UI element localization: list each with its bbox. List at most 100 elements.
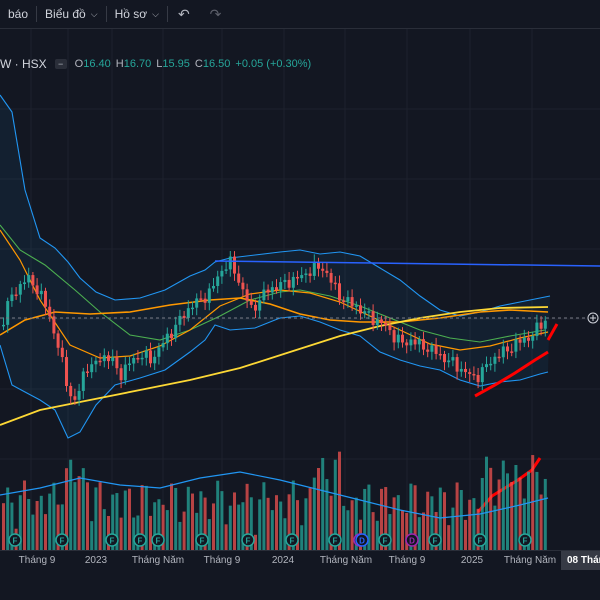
volume-bar: [170, 483, 173, 550]
price-candle: [304, 273, 308, 276]
volume-bar: [140, 485, 144, 550]
redo-icon[interactable]: ↷: [209, 5, 222, 22]
volume-bar: [430, 496, 434, 550]
toolbar-divider: [105, 6, 107, 22]
chevron-down-icon: ⌵: [152, 8, 159, 19]
price-candle: [144, 350, 148, 358]
price-candle: [174, 324, 178, 339]
price-candle: [287, 279, 291, 288]
price-candle: [182, 315, 186, 318]
price-chart[interactable]: FFFFFFFFFDDFDFFF: [0, 29, 600, 550]
volume-bar: [321, 457, 325, 550]
volume-bar: [107, 515, 110, 550]
volume-bar: [501, 460, 505, 550]
price-candle: [186, 308, 190, 318]
price-candle: [6, 301, 10, 325]
price-candle: [123, 364, 127, 381]
bollinger-lower-line: [0, 315, 549, 439]
price-candle: [338, 283, 341, 301]
time-axis[interactable]: Tháng 9 2023 Tháng Năm Tháng 9 2024 Thán…: [0, 550, 600, 571]
symbol-legend: W · HSX − O 16.40 H 16.70 L 15.95 C 16.5…: [0, 55, 316, 73]
volume-bar: [459, 489, 463, 550]
volume-bar: [245, 483, 249, 550]
alerts-button[interactable]: báo: [0, 0, 36, 28]
collapse-legend-icon[interactable]: −: [54, 59, 67, 69]
price-candle: [170, 333, 173, 339]
volume-bar: [10, 502, 14, 550]
price-candle: [31, 275, 35, 286]
price-candle: [501, 346, 505, 358]
crosshair-date-label: 08 Tháng: [561, 551, 600, 570]
volume-bar: [422, 512, 425, 550]
price-candle: [518, 339, 522, 343]
volume-bar: [23, 480, 26, 550]
volume-bar: [39, 495, 43, 550]
price-candle: [10, 294, 14, 302]
price-candle: [18, 284, 22, 295]
volume-bar: [291, 480, 295, 550]
time-axis-label: 2024: [271, 555, 295, 566]
volume-bar: [182, 511, 186, 550]
volume-bar: [375, 520, 379, 550]
volume-bar: [119, 517, 123, 550]
price-candle: [455, 357, 459, 372]
event-marker: [133, 533, 147, 547]
templates-button[interactable]: Hồ sơ ⌵: [107, 0, 167, 28]
volume-bar: [216, 480, 220, 550]
volume-bar: [228, 505, 232, 550]
volume-bar: [527, 471, 530, 550]
volume-bar: [312, 477, 316, 550]
volume-bar: [56, 504, 60, 550]
price-candle: [23, 282, 26, 285]
volume-bar: [308, 488, 312, 550]
volume-bar: [233, 492, 236, 550]
volume-bar: [476, 508, 480, 550]
event-marker: [195, 533, 209, 547]
volume-bar: [472, 498, 476, 550]
volume-bar: [98, 482, 102, 550]
price-candle: [384, 323, 388, 326]
close-value: 16.50: [202, 58, 231, 70]
volume-bar: [241, 502, 245, 550]
price-candle: [405, 342, 409, 346]
price-candle: [107, 355, 110, 362]
price-candle: [245, 289, 249, 301]
undo-icon[interactable]: ↶: [177, 5, 190, 22]
price-candle: [354, 305, 358, 307]
volume-bar: [258, 499, 262, 550]
symbol-name[interactable]: W · HSX: [0, 57, 47, 71]
price-candle: [493, 356, 497, 364]
event-marker-label: F: [138, 537, 143, 546]
volume-bar: [346, 510, 350, 550]
price-candle: [178, 315, 182, 325]
volume-bar: [94, 487, 98, 550]
volume-bar: [413, 485, 417, 550]
price-candle: [497, 356, 501, 359]
price-candle: [434, 345, 438, 354]
price-candle: [333, 282, 337, 285]
price-candle: [438, 353, 442, 356]
volume-bar: [510, 481, 514, 550]
volume-bar: [254, 534, 257, 550]
close-label: C: [194, 58, 203, 70]
volume-bar: [237, 504, 241, 550]
price-candle: [510, 351, 514, 353]
volume-bar: [31, 514, 35, 550]
volume-bar: [333, 459, 337, 550]
event-marker-label: F: [333, 537, 338, 546]
price-candle: [81, 371, 85, 391]
volume-bar: [417, 517, 421, 550]
volume-bar: [497, 479, 501, 550]
price-candle: [153, 356, 157, 364]
volume-bar: [199, 491, 203, 550]
volume-bar: [262, 482, 266, 550]
indicators-label: Biểu đồ: [45, 7, 86, 21]
price-candle: [396, 334, 400, 343]
event-marker-label: D: [409, 537, 415, 546]
volume-bar: [489, 467, 493, 550]
volume-bar: [115, 493, 119, 550]
indicators-button[interactable]: Biểu đồ ⌵: [37, 0, 106, 28]
volume-bar: [304, 498, 308, 550]
price-candle: [161, 343, 165, 348]
volume-bar: [409, 483, 413, 550]
